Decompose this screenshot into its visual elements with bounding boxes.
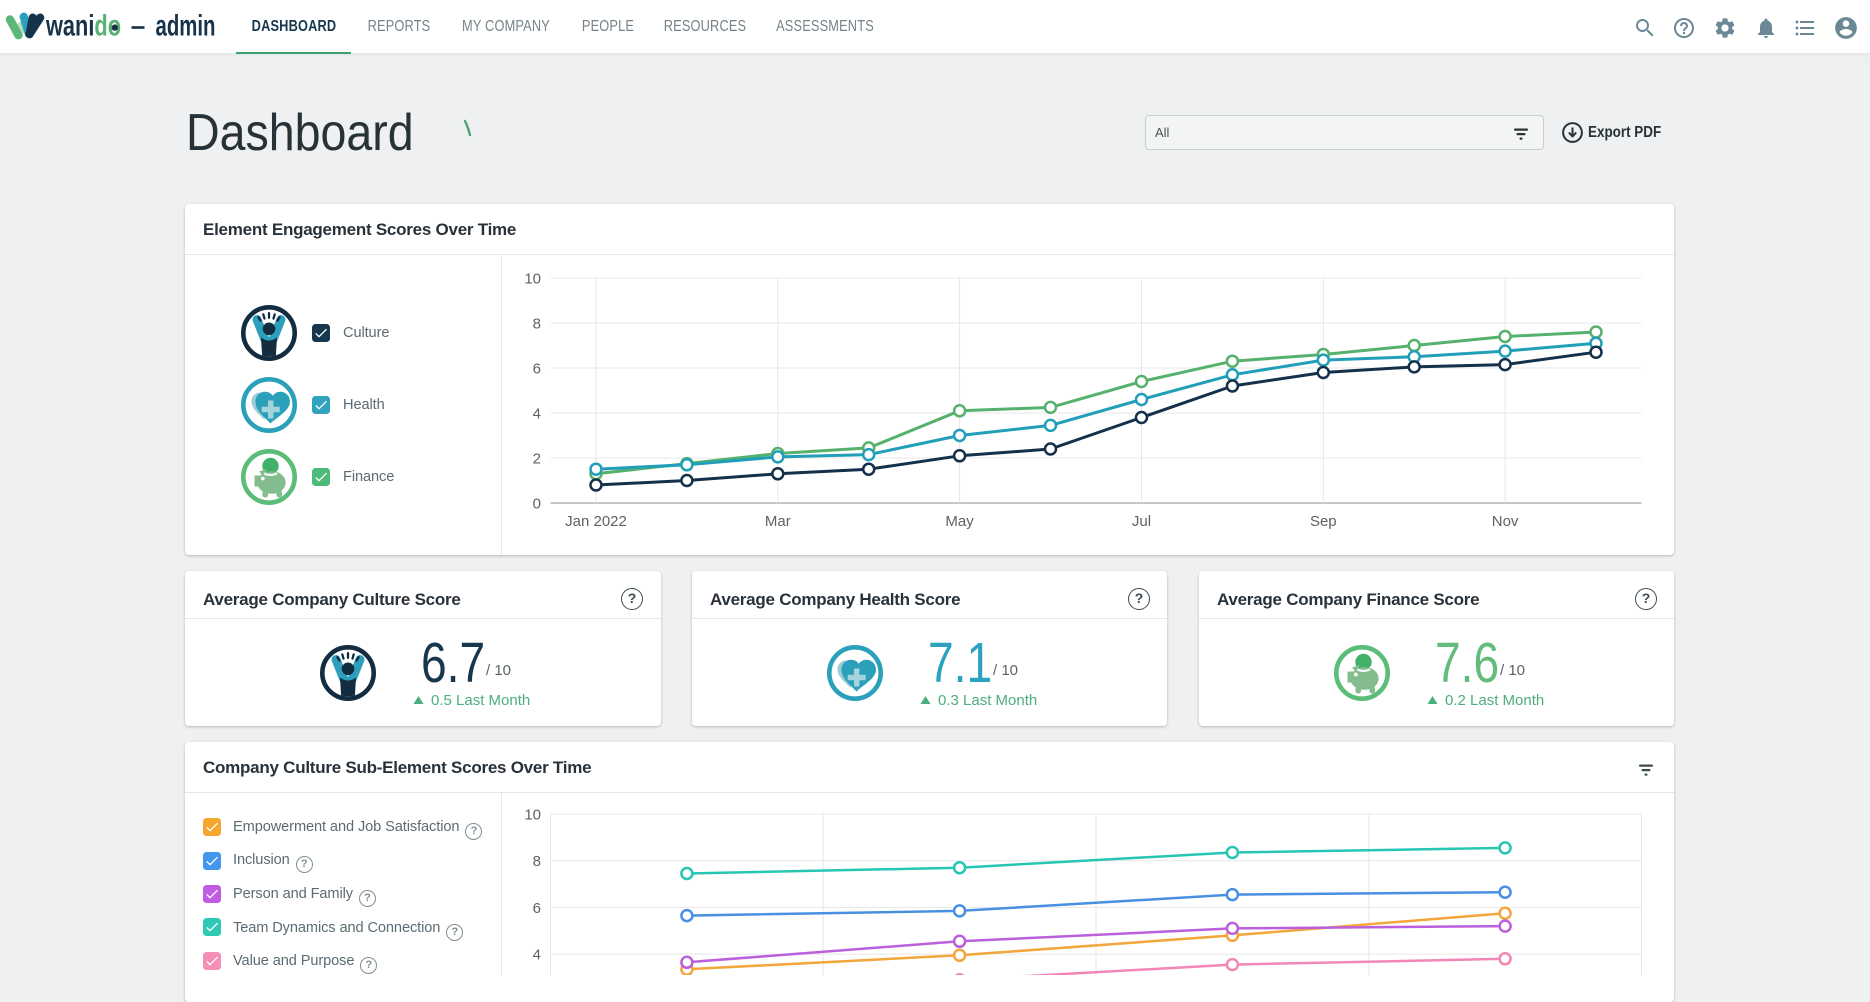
svg-text:4: 4 bbox=[533, 406, 541, 423]
svg-text:Jan 2022: Jan 2022 bbox=[565, 513, 627, 530]
svg-text:2: 2 bbox=[533, 451, 541, 468]
svg-text:6: 6 bbox=[533, 361, 541, 378]
svg-text:May: May bbox=[945, 513, 974, 530]
svg-text:wanido: wanido bbox=[45, 10, 121, 43]
svg-text:8: 8 bbox=[533, 316, 541, 333]
svg-text:Sep: Sep bbox=[1310, 513, 1337, 530]
svg-text:4: 4 bbox=[533, 947, 541, 964]
svg-text:Mar: Mar bbox=[765, 513, 791, 530]
svg-text:admin: admin bbox=[156, 10, 216, 43]
svg-text:8: 8 bbox=[533, 853, 541, 870]
svg-text:10: 10 bbox=[524, 271, 541, 288]
svg-text:0: 0 bbox=[533, 496, 541, 513]
svg-text:10: 10 bbox=[524, 807, 541, 824]
svg-text:Nov: Nov bbox=[1492, 513, 1519, 530]
svg-text:Jul: Jul bbox=[1132, 513, 1151, 530]
svg-text:6: 6 bbox=[533, 900, 541, 917]
